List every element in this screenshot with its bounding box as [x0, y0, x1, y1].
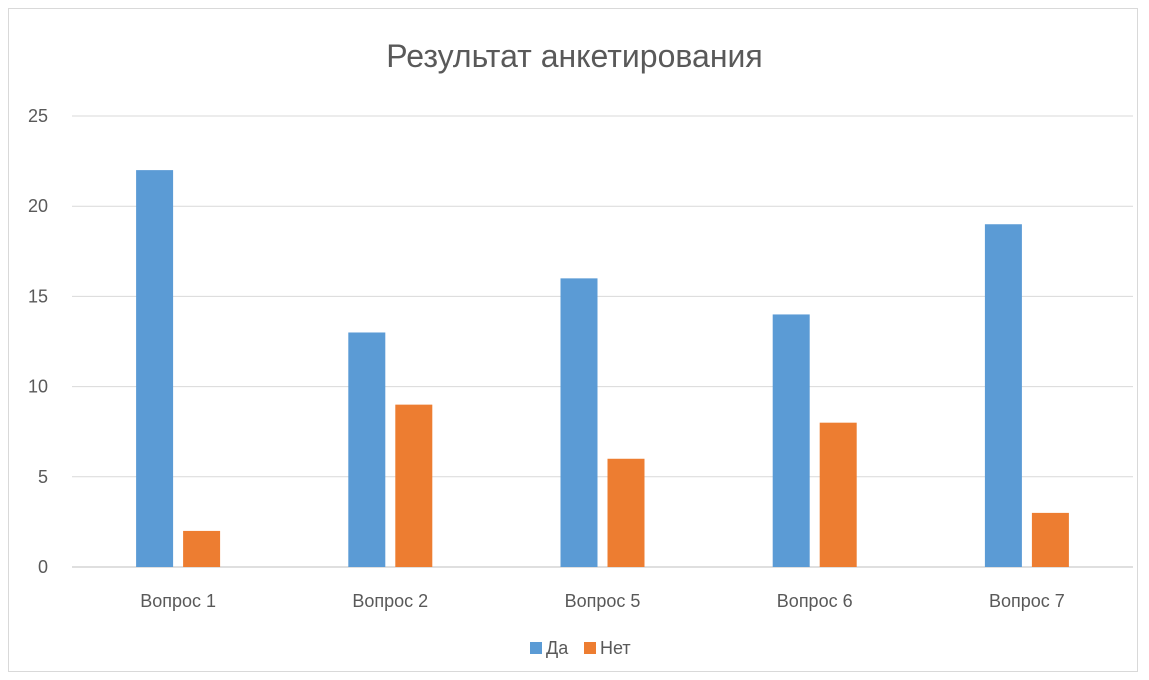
legend-label: Нет [600, 638, 631, 658]
x-tick-label: Вопрос 5 [565, 591, 641, 611]
legend-swatch [584, 642, 596, 654]
y-axis-ticks: 0 5 10 15 20 25 [28, 106, 48, 577]
x-tick-label: Вопрос 1 [140, 591, 216, 611]
bar [560, 278, 598, 567]
bar [772, 314, 810, 567]
y-tick-label: 5 [38, 467, 48, 487]
bar [607, 458, 645, 567]
bar [819, 422, 857, 567]
y-tick-label: 10 [28, 377, 48, 397]
gridlines [72, 115, 1133, 568]
x-tick-label: Вопрос 6 [777, 591, 853, 611]
x-tick-label: Вопрос 7 [989, 591, 1065, 611]
x-tick-label: Вопрос 2 [352, 591, 428, 611]
y-tick-label: 0 [38, 557, 48, 577]
bar [395, 404, 433, 567]
bar [136, 170, 174, 567]
x-axis-ticks: Вопрос 1 Вопрос 2 Вопрос 5 Вопрос 6 Вопрос 7 [140, 591, 1065, 611]
legend-label: Да [546, 638, 569, 658]
y-tick-label: 25 [28, 106, 48, 126]
bar [183, 530, 221, 567]
bar [1031, 512, 1069, 567]
legend-swatch [530, 642, 542, 654]
y-tick-label: 15 [28, 286, 48, 306]
chart-title: Результат анкетирования [386, 38, 763, 74]
bars [136, 170, 1069, 568]
bar [984, 224, 1022, 568]
y-tick-label: 20 [28, 196, 48, 216]
bar [348, 332, 386, 567]
legend: Да Нет [530, 638, 631, 658]
